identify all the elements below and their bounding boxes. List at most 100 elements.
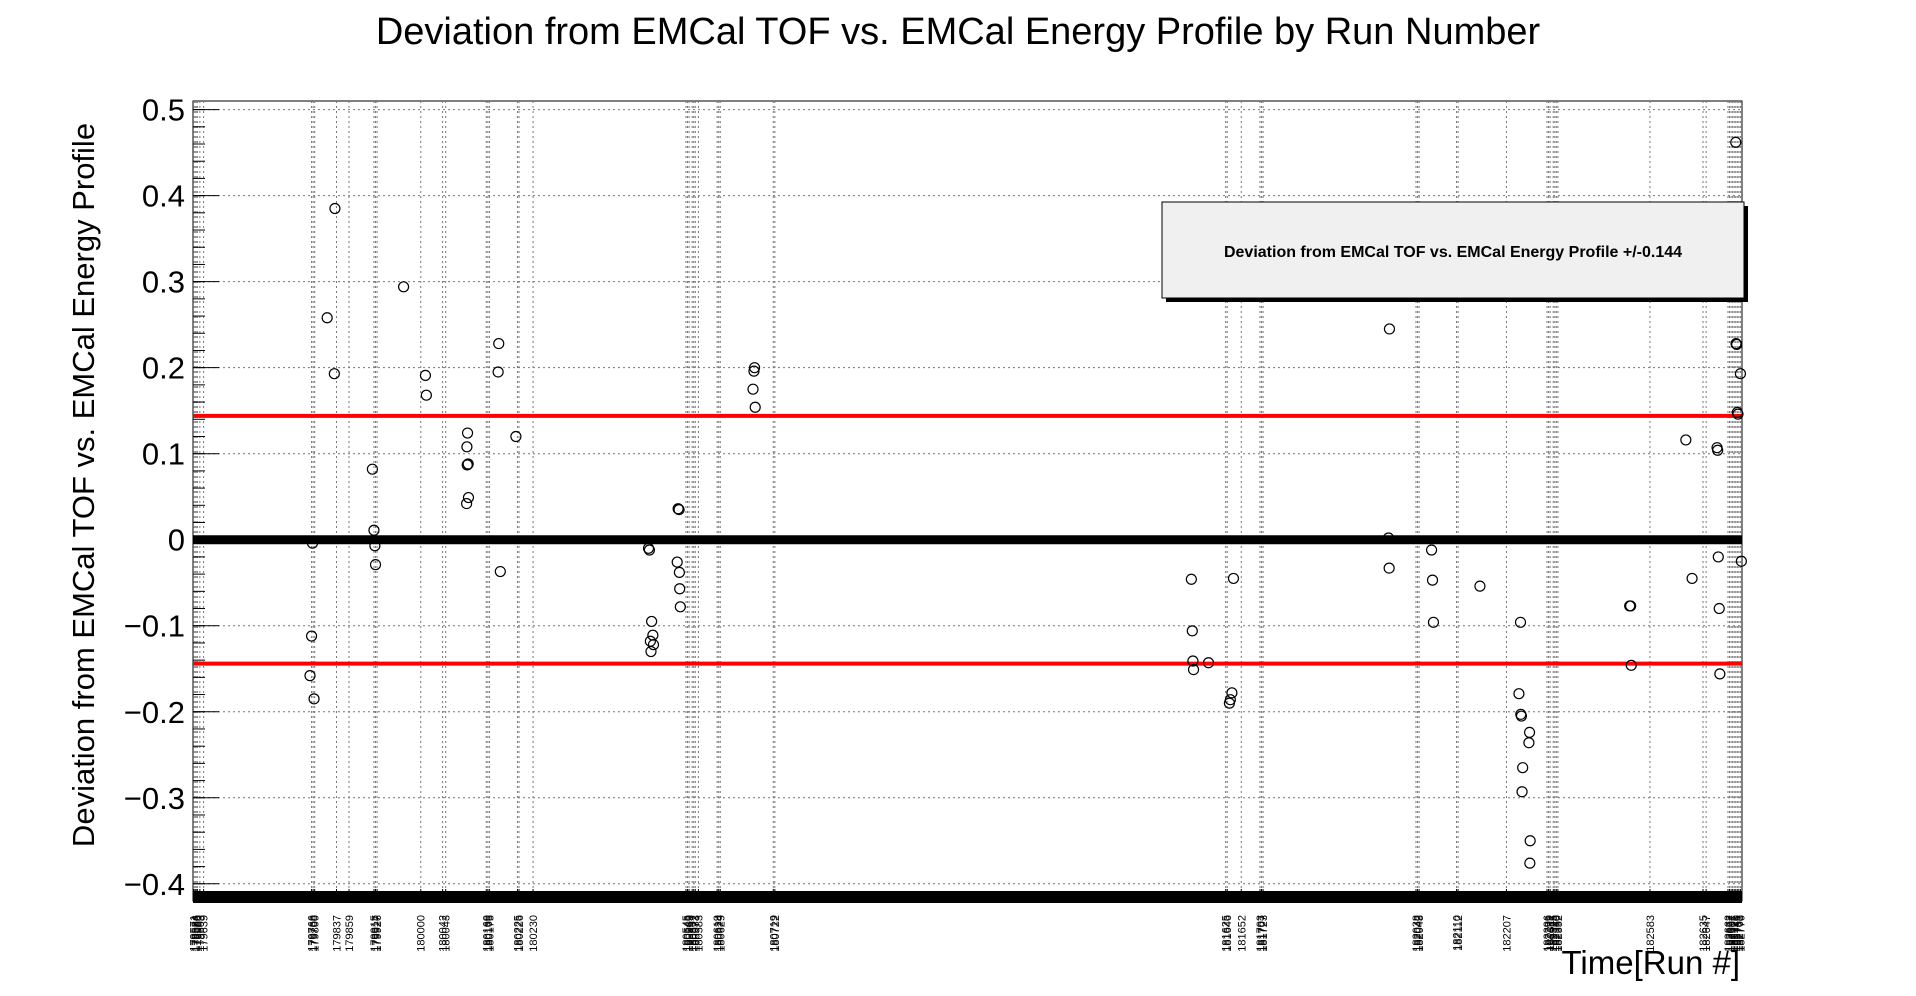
data-point [1425, 544, 1438, 556]
data-point [748, 365, 760, 377]
x-tick-label: 182038 [1411, 915, 1423, 952]
x-tick-label: 180230 [528, 915, 540, 952]
data-point [462, 491, 475, 504]
data-point [1202, 657, 1215, 669]
x-axis-band [193, 891, 1742, 903]
legend-text: Deviation from EMCal TOF vs. EMCal Energ… [1224, 244, 1682, 261]
data-point [1523, 737, 1535, 749]
y-tick-label: −0.3 [124, 781, 185, 816]
data-point [492, 366, 504, 378]
data-point [305, 630, 318, 642]
data-point [1731, 338, 1743, 351]
data-point [369, 559, 382, 571]
x-tick-label: 180225 [512, 915, 524, 952]
x-tick-label: 182299 [1544, 915, 1556, 952]
data-point [1712, 444, 1724, 456]
x-tick-label: 182333 [1550, 915, 1562, 952]
x-tick-label: 182672 [1725, 915, 1737, 952]
x-tick-label: 180583 [693, 915, 705, 952]
x-tick-label: 182583 [1645, 915, 1657, 952]
data-point [673, 504, 685, 516]
x-tick-label: 180624 [714, 915, 726, 952]
data-point [1226, 687, 1238, 699]
data-point [1474, 580, 1486, 592]
data-point [1427, 616, 1440, 628]
x-tick-label: 181703 [1255, 915, 1267, 952]
data-point [1524, 835, 1536, 847]
data-point [1625, 659, 1637, 671]
x-tick-label: 182352 [1553, 915, 1565, 952]
x-tick-label: 180719 [768, 915, 780, 952]
data-point [673, 566, 685, 578]
reference-lines [193, 413, 1742, 666]
data-point [308, 693, 320, 705]
data-point [1713, 602, 1725, 615]
data-point [1730, 136, 1742, 148]
x-tick-label: 182740 [1731, 915, 1743, 952]
legend: Deviation from EMCal TOF vs. EMCal Energ… [1161, 201, 1748, 302]
data-point [1735, 555, 1747, 567]
data-point [1734, 368, 1747, 380]
x-tick-label: 179639 [199, 915, 211, 952]
data-point [647, 639, 660, 651]
data-point [510, 430, 522, 443]
data-point [646, 615, 658, 628]
y-tick-label: 0.5 [142, 93, 185, 128]
x-tick-label: 180563 [684, 915, 696, 952]
data-points [304, 136, 1747, 869]
x-tick-label: 179768 [308, 915, 320, 952]
x-tick-label: 182296 [1542, 915, 1554, 952]
x-tick-label: 179766 [307, 915, 319, 952]
data-point [1187, 655, 1199, 667]
data-point [1625, 600, 1637, 612]
y-tick-label: 0.1 [142, 437, 185, 472]
data-point [1712, 551, 1724, 563]
legend-box [1161, 201, 1745, 299]
data-point [674, 583, 686, 595]
data-point [671, 556, 683, 568]
data-point [369, 540, 381, 552]
data-point [494, 565, 506, 578]
x-tick-label: 180722 [770, 915, 782, 952]
y-tick-label: 0 [168, 523, 185, 558]
data-point [672, 503, 684, 515]
x-tick-label: 181723 [1258, 915, 1270, 952]
x-tick-label: 179603 [195, 915, 207, 952]
data-point [461, 459, 473, 471]
data-point [1513, 688, 1525, 700]
data-point [1686, 572, 1698, 585]
data-point [366, 463, 378, 475]
x-tick-label: 182707 [1728, 915, 1740, 952]
x-tick-label: 180573 [690, 915, 702, 952]
x-tick-label: 182647 [1701, 915, 1713, 952]
x-tick-label: 180160 [481, 915, 493, 952]
data-point [1227, 572, 1240, 585]
x-tick-label: 182311 [1545, 915, 1557, 951]
x-tick-label: 182112 [1453, 915, 1465, 951]
x-tick-label: 181625 [1221, 915, 1233, 952]
x-tick-label: 179586 [191, 915, 203, 952]
data-point [1223, 697, 1236, 709]
x-tick-label: 181707 [1257, 915, 1269, 952]
x-tick-label: 182350 [1551, 915, 1563, 952]
x-tick-label: 180545 [681, 915, 693, 952]
data-point [1383, 562, 1395, 574]
data-point [1187, 664, 1200, 676]
data-point [306, 537, 319, 549]
x-tick-label: 182110 [1452, 915, 1464, 951]
y-tick-label: 0.3 [142, 265, 185, 300]
data-point [1186, 625, 1198, 637]
x-tick-label: 179859 [344, 915, 356, 952]
data-point [1516, 786, 1528, 798]
x-tick-label: 182691 [1726, 915, 1738, 952]
x-tick-label: 182045 [1414, 915, 1426, 952]
data-point [647, 629, 659, 641]
x-tick-label: 181646 [1222, 915, 1234, 952]
data-point [642, 542, 655, 554]
x-tick-label: 182042 [1413, 915, 1425, 952]
x-tick-label: 182207 [1501, 915, 1513, 952]
x-tick-label: 179837 [332, 915, 344, 952]
data-point [674, 601, 686, 613]
